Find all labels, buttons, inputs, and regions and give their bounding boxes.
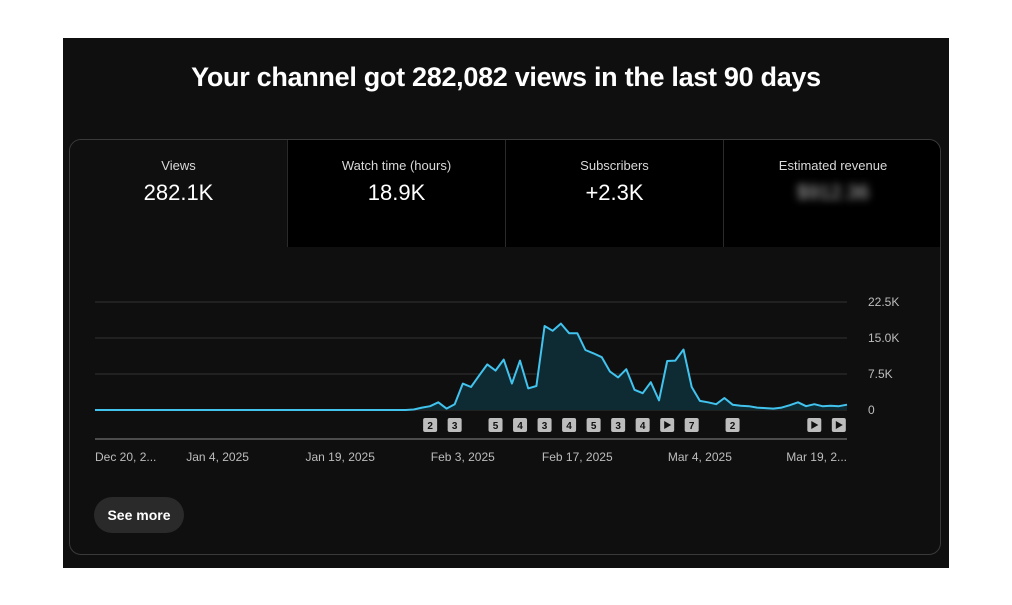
play-icon (664, 421, 672, 429)
marker-count: 5 (591, 421, 597, 432)
tab-watch-time-value: 18.9K (367, 180, 426, 205)
headline: Your channel got 282,082 views in the la… (191, 62, 821, 92)
x-tick-label: Feb 3, 2025 (431, 450, 495, 464)
tab-watch-time-label: Watch time (hours) (341, 158, 452, 173)
upload-count-marker (513, 418, 528, 432)
marker-count: 4 (566, 421, 572, 432)
marker-count: 4 (517, 421, 523, 432)
tab-subscribers-value: +2.3K (585, 180, 644, 205)
tab-views-label: Views (161, 158, 196, 173)
marker-count: 3 (542, 421, 548, 432)
y-tick-label: 22.5K (868, 295, 899, 309)
upload-count-marker (635, 418, 650, 432)
upload-count-marker (725, 418, 740, 432)
upload-count-marker (488, 418, 503, 432)
y-tick-label: 0 (868, 403, 875, 417)
tab-watch-time[interactable]: Watch time (hours) 18.9K (287, 140, 505, 247)
series-line (95, 322, 848, 411)
x-tick-label: Jan 4, 2025 (186, 450, 249, 464)
x-tick-label: Feb 17, 2025 (542, 450, 613, 464)
play-icon (811, 421, 819, 429)
marker-count: 3 (615, 421, 621, 432)
x-tick-label: Dec 20, 2... (95, 450, 156, 464)
channel-summary-panel: Your channel got 282,082 views in the la… (63, 38, 949, 568)
tab-revenue-value: $912.36 (796, 182, 870, 204)
tab-revenue-label: Estimated revenue (778, 158, 888, 173)
marker-count: 7 (689, 421, 695, 432)
y-tick-label: 7.5K (868, 367, 893, 381)
play-icon (835, 421, 843, 429)
upload-count-marker (562, 418, 577, 432)
tab-estimated-revenue[interactable]: Estimated revenue $912.36 (723, 140, 940, 247)
upload-count-marker (684, 418, 699, 432)
marker-count: 5 (493, 421, 499, 432)
tab-views[interactable]: Views 282.1K (70, 140, 287, 247)
upload-count-marker (611, 418, 626, 432)
views-chart: 22.5K 15.0K 7.5K 0 2 3 5 4 3 4 5 3 4 7 2 Dec 20, 2... Ja… (95, 295, 899, 464)
tab-views-value: 282.1K (143, 180, 214, 205)
tab-subscribers[interactable]: Subscribers +2.3K (505, 140, 723, 247)
y-tick-label: 15.0K (868, 331, 899, 345)
x-tick-label: Mar 4, 2025 (668, 450, 732, 464)
tab-subscribers-label: Subscribers (580, 158, 649, 173)
x-tick-label: Jan 19, 2025 (306, 450, 376, 464)
analytics-card: Views 282.1K Watch time (hours) 18.9K Su… (69, 139, 941, 555)
marker-count: 4 (640, 421, 646, 432)
upload-count-marker (447, 418, 462, 432)
upload-count-marker (537, 418, 552, 432)
marker-count: 2 (427, 421, 433, 432)
x-tick-label: Mar 19, 2... (786, 450, 847, 464)
see-more-button[interactable]: See more (94, 497, 184, 533)
marker-count: 3 (452, 421, 458, 432)
upload-count-marker (423, 418, 438, 432)
marker-count: 2 (730, 421, 736, 432)
upload-count-marker (586, 418, 601, 432)
metric-tabs: Views 282.1K Watch time (hours) 18.9K Su… (70, 140, 940, 247)
series-area (95, 323, 847, 410)
